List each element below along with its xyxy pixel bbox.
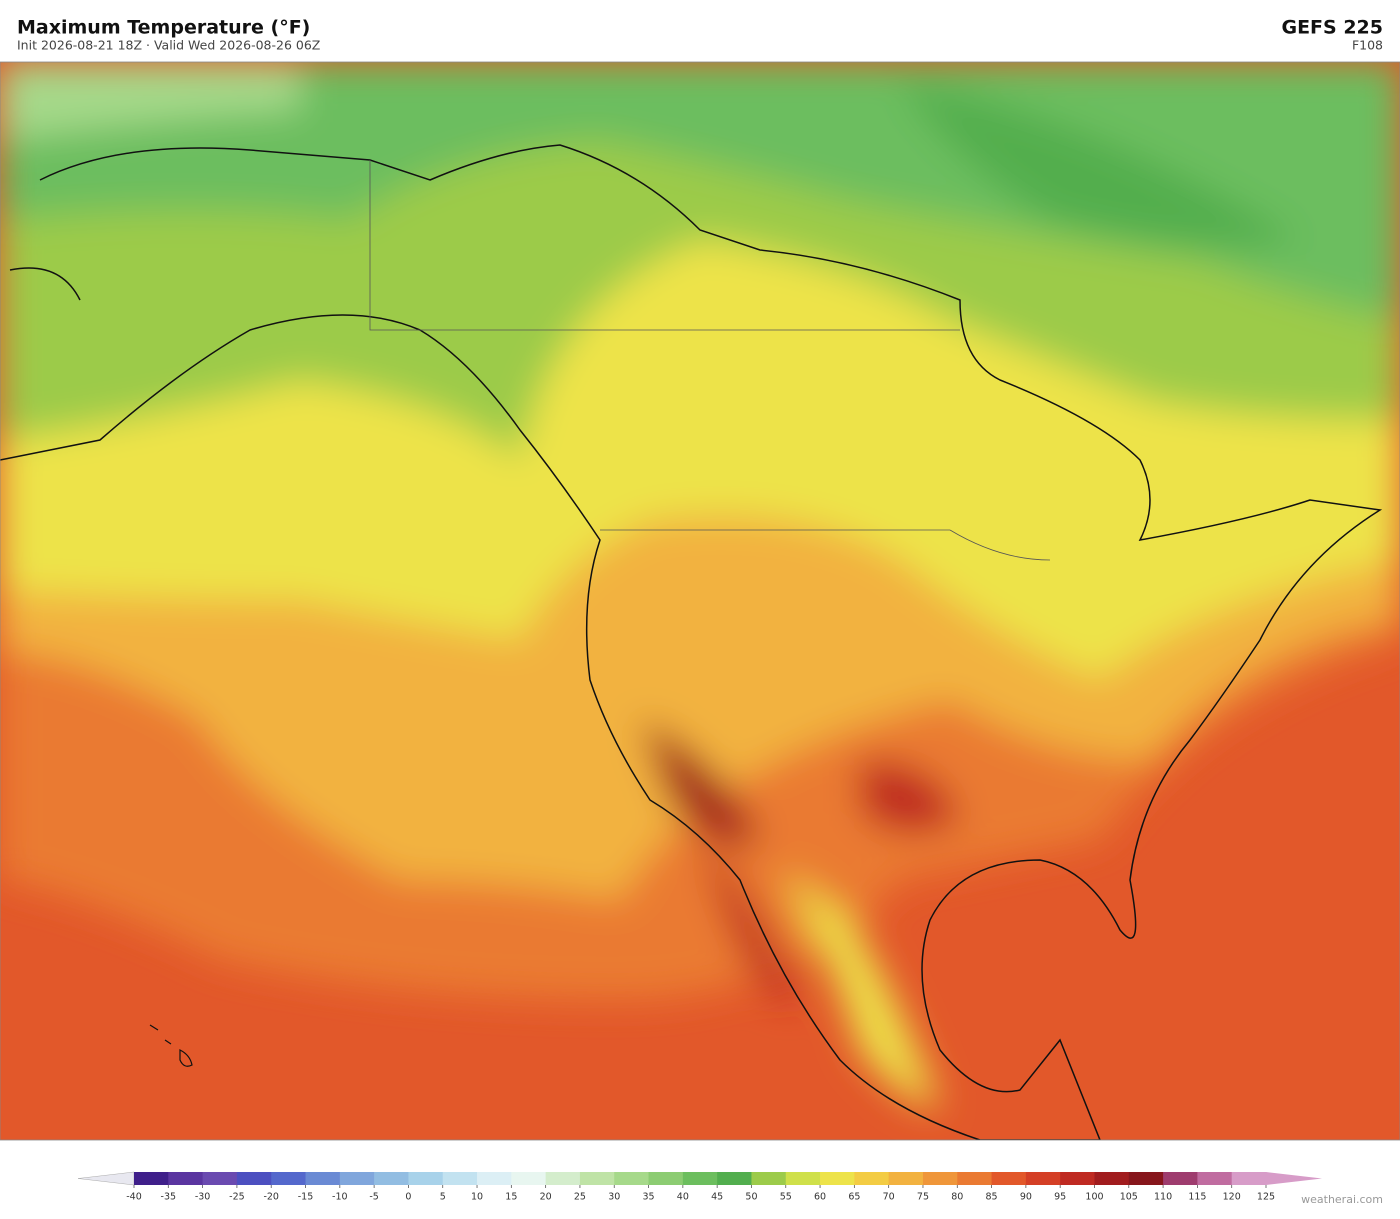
colorbar-tick-label: 40 — [677, 1192, 689, 1203]
colorbar-segment — [408, 1172, 444, 1185]
colorbar-segment — [854, 1172, 890, 1185]
colorbar-segment — [545, 1172, 581, 1185]
colorbar-segment — [682, 1172, 718, 1185]
colorbar-segment — [1060, 1172, 1095, 1185]
colorbar-tick-label: -10 — [332, 1192, 348, 1203]
colorbar-tick-label: -35 — [161, 1192, 177, 1203]
colorbar-tick-label: 120 — [1223, 1192, 1241, 1203]
colorbar-segment — [1231, 1172, 1267, 1185]
colorbar-tick-label: 50 — [745, 1192, 757, 1203]
colorbar-segment — [236, 1172, 272, 1185]
colorbar-tick-label: 30 — [608, 1192, 620, 1203]
colorbar-segment — [271, 1172, 307, 1185]
colorbar-tick-label: 25 — [574, 1192, 586, 1203]
colorbar-segment — [202, 1172, 238, 1185]
colorbar-segment — [717, 1172, 752, 1185]
colorbar-segment — [134, 1172, 169, 1185]
hawaii — [149, 1024, 193, 1067]
colorbar-tick-label: 110 — [1154, 1192, 1172, 1203]
colorbar-tick-label: 100 — [1085, 1192, 1103, 1203]
model-name: GEFS 225 — [1281, 17, 1383, 39]
colorbar: -40 -35 -30 -25 -20 -15 -10 -5 0 5 10 15 20 25 30 35 40 4… — [77, 1171, 1322, 1203]
colorbar-tick-label: -5 — [369, 1192, 378, 1203]
colorbar-tick-label: 15 — [505, 1192, 517, 1203]
colorbar-tick-label: 5 — [440, 1192, 446, 1203]
colorbar-tick-label: 95 — [1054, 1192, 1066, 1203]
colorbar-tick-label: -15 — [298, 1192, 314, 1203]
colorbar-tick-label: 125 — [1257, 1192, 1275, 1203]
colorbar-segment — [751, 1172, 787, 1185]
colorbar-segment — [1094, 1172, 1130, 1185]
colorbar-segment — [1197, 1172, 1233, 1185]
colorbar-tick-label: 115 — [1188, 1192, 1206, 1203]
colorbar-segment — [1128, 1172, 1164, 1185]
map-frame — [0, 61, 1400, 1141]
colorbar-segment — [168, 1172, 204, 1185]
colorbar-segment — [1025, 1172, 1061, 1185]
colorbar-tick-label: 80 — [951, 1192, 963, 1203]
colorbar-segment — [785, 1172, 821, 1185]
colorbar-segment — [648, 1172, 684, 1185]
coastline — [0, 144, 1383, 1140]
colorbar-segment — [820, 1172, 855, 1185]
colorbar-segment — [957, 1172, 993, 1185]
colorbar-tick-label: 0 — [405, 1192, 411, 1203]
colorbar-segment — [991, 1172, 1027, 1185]
colorbar-segment — [1163, 1172, 1198, 1185]
colorbar-tick-label: -25 — [229, 1192, 245, 1203]
colorbar-tick-label: -40 — [126, 1192, 142, 1203]
colorbar-tick-label: 90 — [1020, 1192, 1032, 1203]
colorbar-under — [77, 1171, 135, 1186]
temperature-field — [0, 62, 1400, 1140]
colorbar-tick-label: -30 — [195, 1192, 211, 1203]
colorbar-tick-label: 85 — [986, 1192, 998, 1203]
colorbar-tick-label: 70 — [883, 1192, 895, 1203]
colorbar-over — [1266, 1172, 1322, 1185]
colorbar-segment — [477, 1172, 512, 1185]
colorbar-tick-label: 60 — [814, 1192, 826, 1203]
colorbar-segment — [339, 1172, 375, 1185]
colorbar-segment — [511, 1172, 547, 1185]
colorbar-segment — [888, 1172, 924, 1185]
colorbar-tick-label: -20 — [263, 1192, 279, 1203]
colorbar-segment — [442, 1172, 478, 1185]
colorbar-tick-label: 75 — [917, 1192, 929, 1203]
colorbar-segment — [305, 1172, 341, 1185]
subtitle: Init 2026-08-21 18Z · Valid Wed 2026-08-… — [17, 38, 320, 53]
colorbar-segment — [922, 1172, 958, 1185]
colorbar-tick-label: 105 — [1120, 1192, 1138, 1203]
colorbar-tick-label: 20 — [540, 1192, 552, 1203]
credit: weatherai.com — [1301, 1193, 1383, 1206]
borders — [369, 160, 1051, 561]
forecast-hour: F108 — [1352, 38, 1383, 53]
colorbar-tick-label: 55 — [780, 1192, 792, 1203]
colorbar-segment — [614, 1172, 650, 1185]
colorbar-tick-label: 45 — [711, 1192, 723, 1203]
colorbar-segment — [374, 1172, 409, 1185]
colorbar-segment — [579, 1172, 615, 1185]
title: Maximum Temperature (°F) — [17, 17, 310, 39]
colorbar-tick-label: 35 — [642, 1192, 654, 1203]
colorbar-tick-label: 10 — [471, 1192, 483, 1203]
colorbar-tick-label: 65 — [848, 1192, 860, 1203]
